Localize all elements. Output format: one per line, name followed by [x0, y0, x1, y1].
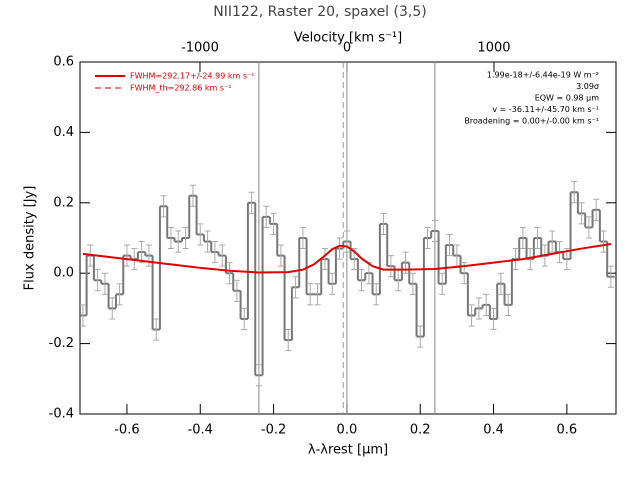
- error-bar: [468, 304, 475, 327]
- error-bar: [248, 191, 255, 214]
- annotation: EQW = 0.98 μm: [535, 94, 599, 103]
- y-tick-label: 0.6: [53, 55, 74, 70]
- error-bar: [534, 226, 541, 250]
- error-bar: [153, 318, 160, 341]
- x2-tick-label: 1000: [477, 41, 510, 56]
- error-bar: [519, 226, 526, 250]
- plot-area: [80, 62, 615, 414]
- error-bar: [497, 272, 504, 295]
- x-axis-label: λ-λrest [μm]: [308, 443, 388, 458]
- error-bar: [204, 230, 211, 253]
- x-tick-label: -0.2: [261, 423, 286, 438]
- error-bar: [431, 219, 438, 243]
- chart-title: NII122, Raster 20, spaxel (3,5): [213, 4, 426, 20]
- error-bar: [182, 226, 189, 250]
- x-tick-label: -0.6: [114, 423, 139, 438]
- x-tick-label: 0.6: [557, 423, 578, 438]
- error-bar: [409, 272, 416, 295]
- error-bar: [585, 216, 592, 239]
- error-bar: [417, 325, 424, 348]
- error-bar: [116, 283, 123, 306]
- error-bar: [123, 244, 130, 267]
- error-bar: [373, 283, 380, 306]
- error-bar: [175, 230, 182, 253]
- error-bar: [600, 230, 607, 253]
- annotation: Broadening = 0.00+/-0.00 km s⁻¹: [464, 117, 599, 126]
- error-bar: [101, 272, 108, 295]
- error-bar: [549, 230, 556, 253]
- error-bar: [80, 304, 86, 327]
- error-bar: [241, 307, 248, 331]
- error-bar: [270, 212, 277, 235]
- error-bar: [263, 205, 270, 228]
- x-tick-label: -0.4: [188, 423, 213, 438]
- error-bar: [527, 248, 534, 271]
- error-bar: [490, 307, 497, 331]
- error-bar: [329, 272, 336, 295]
- y-tick-label: 0.0: [53, 266, 74, 281]
- annotation: 3.09σ: [576, 82, 599, 91]
- x-tick-label: 0.0: [337, 423, 358, 438]
- fit-line: [82, 242, 612, 274]
- error-bar: [197, 223, 204, 246]
- error-bar: [211, 241, 218, 264]
- error-bar: [578, 202, 585, 225]
- step-risers: [85, 192, 609, 376]
- x2-axis-label: Velocity [km s⁻¹]: [294, 31, 402, 46]
- y-tick-label: -0.4: [49, 407, 74, 422]
- y-tick-label: 0.4: [53, 125, 74, 140]
- error-bar: [160, 195, 167, 218]
- error-bar: [277, 244, 284, 267]
- error-bar: [314, 283, 321, 306]
- error-bar: [607, 265, 614, 288]
- error-bar: [226, 262, 233, 285]
- error-bar: [343, 230, 350, 253]
- error-bar: [505, 293, 512, 316]
- error-bar: [475, 297, 482, 320]
- legend-label: FWHM_th=292.86 km s⁻¹: [130, 84, 231, 93]
- y-tick-label: 0.2: [53, 195, 74, 210]
- error-bar: [439, 272, 446, 295]
- legend-label: FWHM=292.17+/-24.99 km s⁻¹: [130, 72, 254, 81]
- error-bar: [571, 181, 578, 204]
- error-bar: [285, 329, 292, 352]
- annotation: v = -36.11+/-45.70 km s⁻¹: [492, 105, 599, 114]
- error-bar: [380, 212, 387, 235]
- x-tick-label: 0.2: [410, 423, 431, 438]
- y-tick-label: -0.2: [49, 336, 74, 351]
- error-bar: [219, 244, 226, 267]
- plot-frame: [79, 61, 617, 415]
- error-bar: [292, 276, 299, 299]
- error-bar: [138, 241, 145, 264]
- y-axis-label: Flux density [Jy]: [23, 186, 38, 291]
- error-bar: [483, 293, 490, 316]
- error-bar: [387, 255, 394, 278]
- x-tick-label: 0.4: [483, 423, 504, 438]
- error-bar: [299, 226, 306, 250]
- error-bar: [167, 226, 174, 250]
- error-bar: [94, 269, 101, 292]
- error-bar: [255, 364, 262, 387]
- annotation: 1.99e-18+/-6.44e-19 W m⁻²: [487, 71, 599, 80]
- error-bar: [336, 237, 343, 260]
- error-bar: [358, 269, 365, 292]
- error-bar: [321, 248, 328, 271]
- error-bar: [109, 297, 116, 320]
- error-bar: [233, 279, 240, 302]
- x2-tick-label: 0: [343, 41, 351, 56]
- x2-tick-label: -1000: [181, 41, 219, 56]
- error-bar: [446, 233, 453, 257]
- error-bar: [593, 198, 600, 221]
- error-bar: [189, 184, 196, 207]
- error-bar: [307, 283, 314, 306]
- error-bar: [424, 226, 431, 250]
